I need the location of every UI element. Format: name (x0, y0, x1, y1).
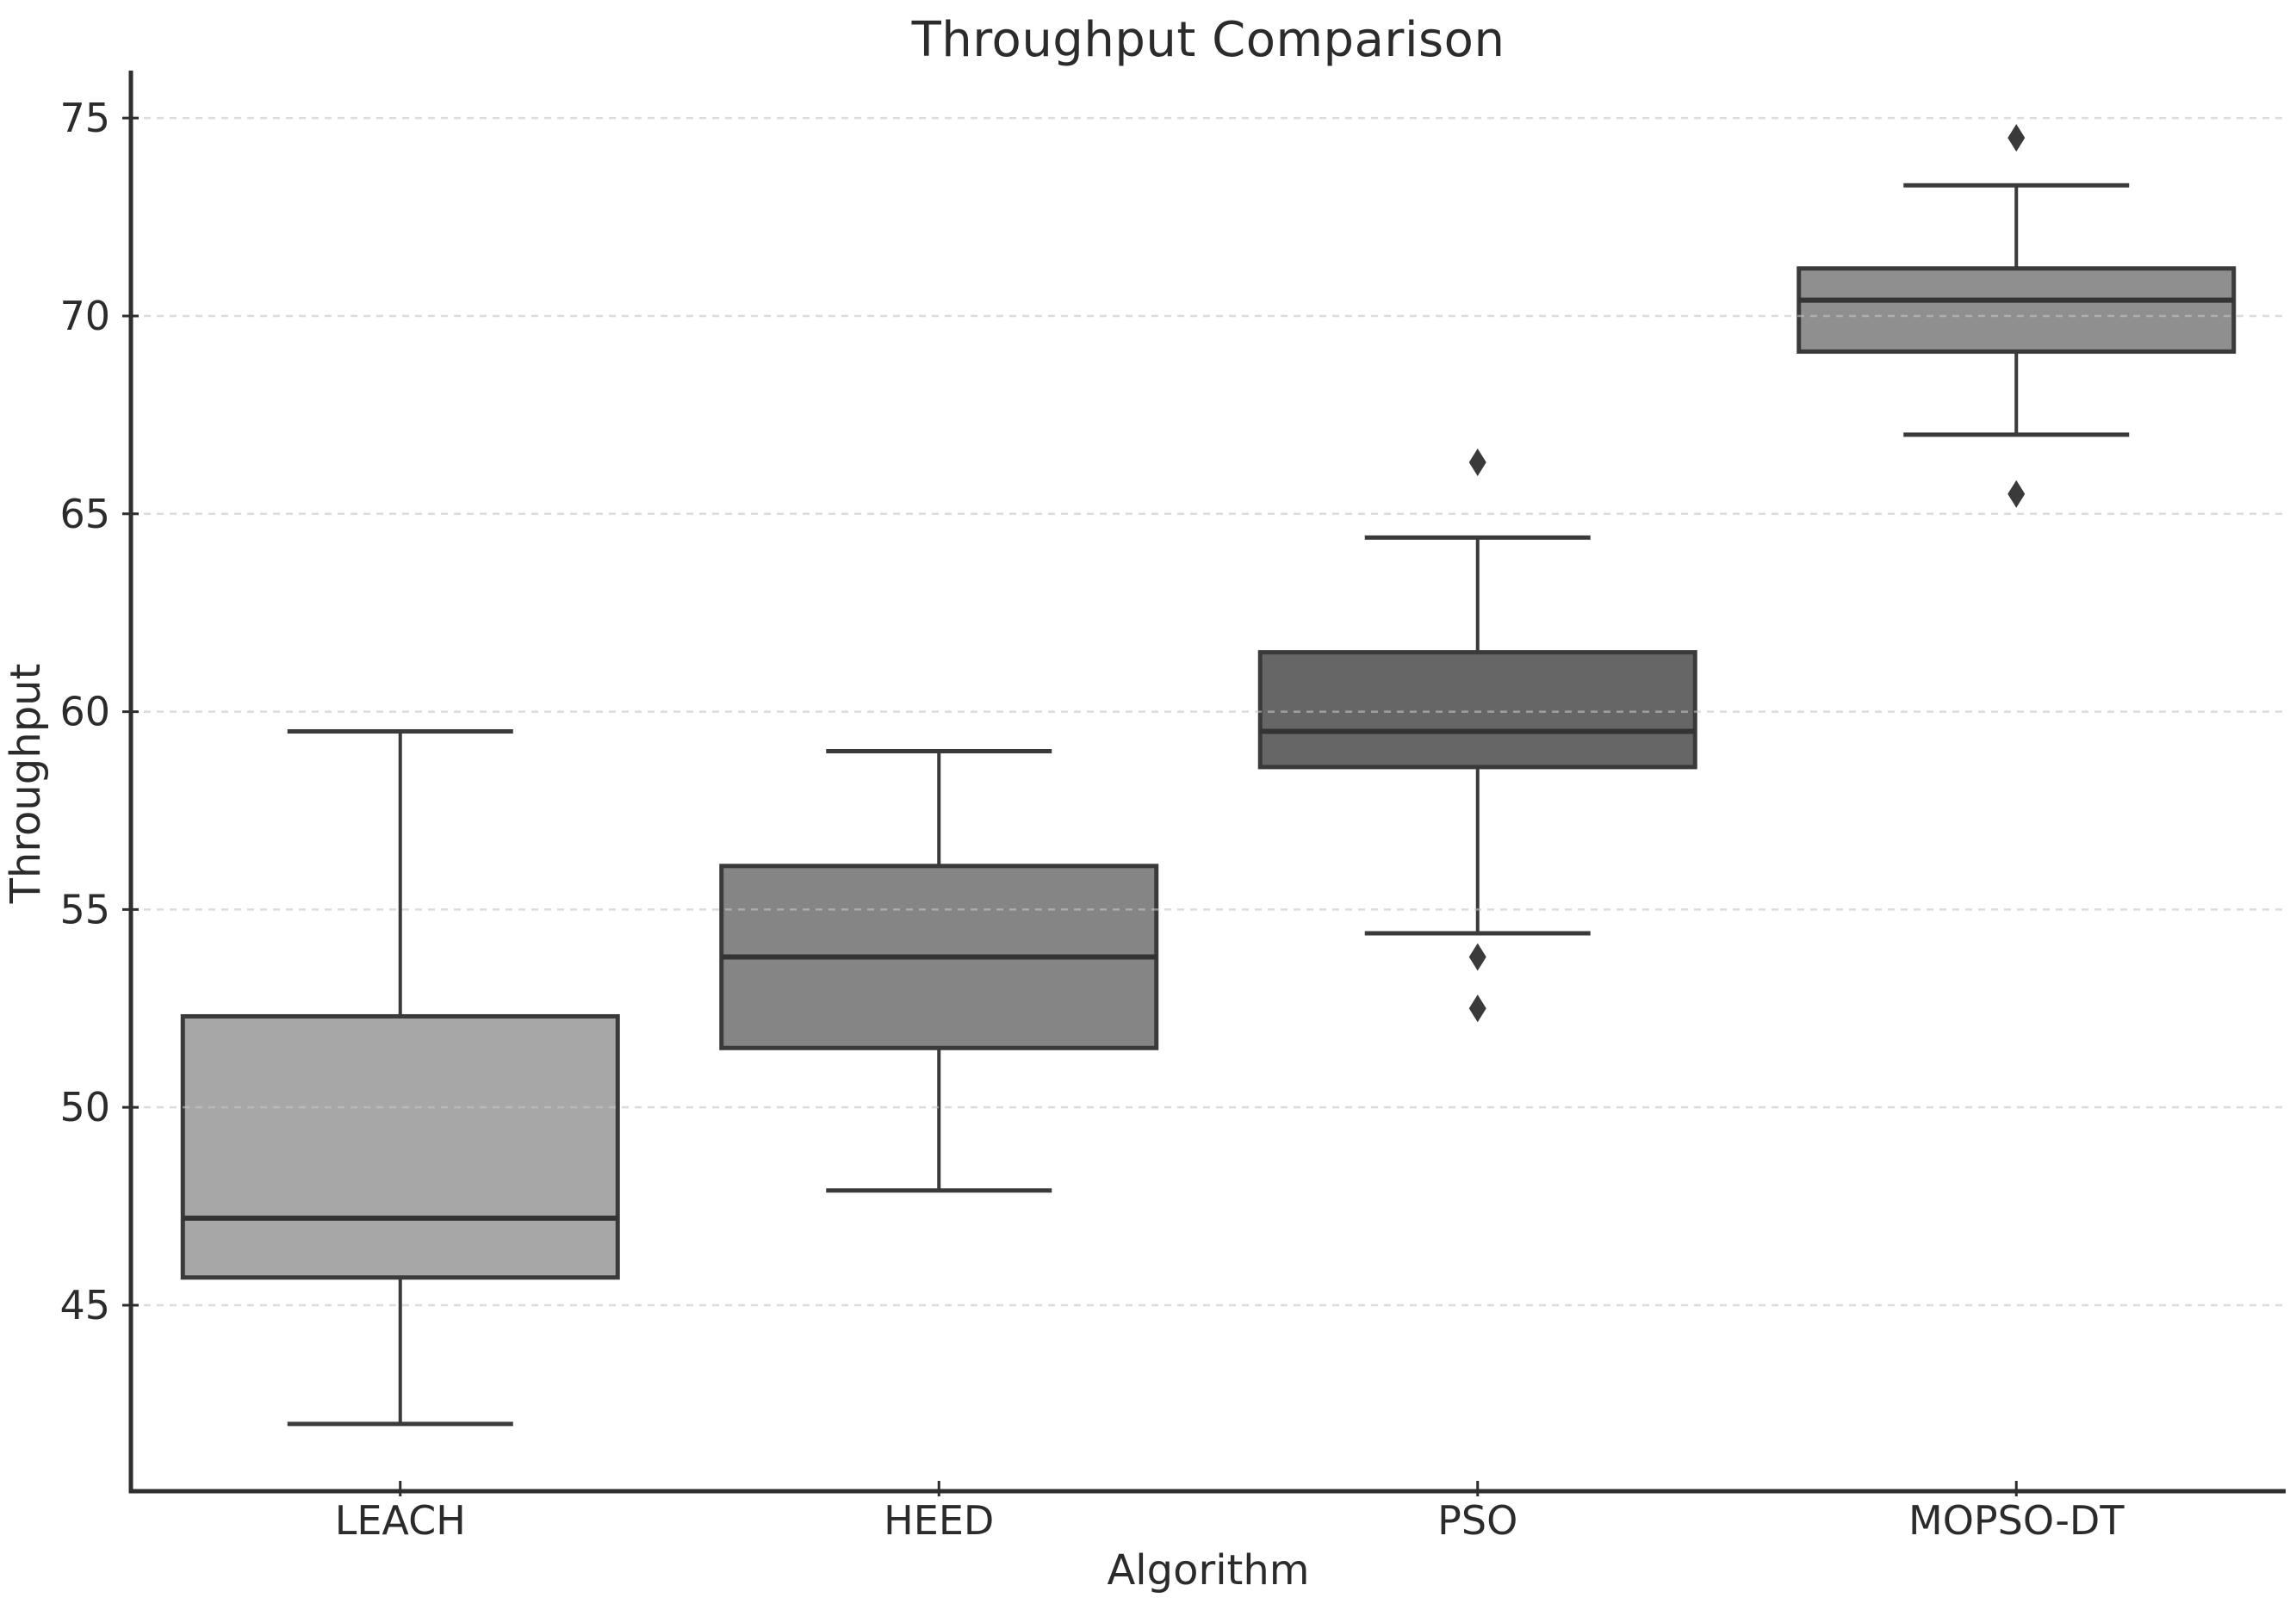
y-tick-label-60: 60 (59, 689, 110, 735)
chart-title: Throughput Comparison (911, 12, 1505, 68)
mopso-dt-outlier-marker-0 (2007, 124, 2026, 152)
gridlines-layer (131, 116, 2286, 1307)
leach-box (180, 1013, 620, 1280)
mopso-dt-box (1796, 266, 2237, 354)
y-tick-label-55: 55 (59, 886, 110, 932)
axes-layer: 45 50 55 60 65 70 75 LEACH HEED PSO MOPSO-DT (59, 71, 2286, 1544)
pso-outlier-marker-2 (1468, 994, 1486, 1023)
x-tick-label-mopso-dt: MOPSO-DT (1908, 1497, 2125, 1544)
y-tick-label-70: 70 (59, 293, 110, 339)
pso-box (1257, 650, 1697, 770)
pso-outlier-marker-1 (1468, 943, 1486, 971)
y-tick-label-45: 45 (59, 1282, 110, 1328)
pso-boxplot (1257, 449, 1697, 1023)
x-tick-label-heed: HEED (884, 1497, 994, 1544)
leach-boxplot (180, 729, 620, 1427)
x-tick-label-leach: LEACH (335, 1497, 466, 1544)
boxes-layer (180, 124, 2237, 1427)
x-tick-label-pso: PSO (1437, 1497, 1517, 1544)
y-tick-label-65: 65 (59, 491, 110, 537)
x-axis-label: Algorithm (1107, 1546, 1310, 1595)
mopso-dt-boxplot (1796, 124, 2237, 508)
y-tick-label-75: 75 (59, 95, 110, 141)
y-tick-label-50: 50 (59, 1084, 110, 1130)
mopso-dt-outlier-marker-1 (2007, 480, 2026, 508)
heed-boxplot (719, 749, 1159, 1193)
pso-outlier-marker-0 (1468, 449, 1486, 477)
